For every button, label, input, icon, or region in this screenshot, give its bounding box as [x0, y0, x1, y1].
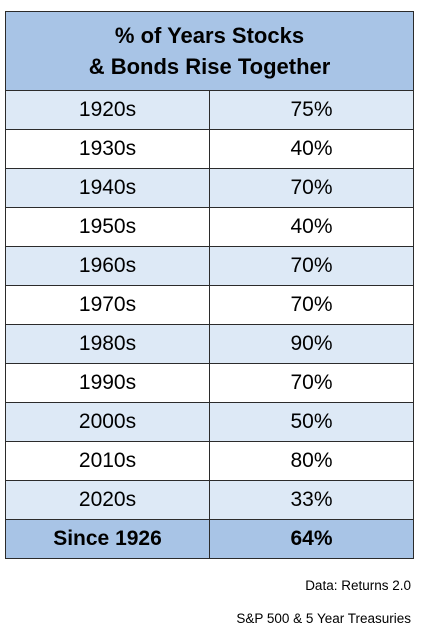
period-cell: 1950s — [5, 207, 210, 247]
stocks-bonds-table: % of Years Stocks & Bonds Rise Together … — [5, 11, 414, 559]
table-row: 1980s 90% — [5, 324, 414, 364]
value-cell: 33% — [209, 480, 414, 520]
value-cell: 70% — [209, 285, 414, 325]
period-cell: 1920s — [5, 90, 210, 130]
value-cell: 70% — [209, 168, 414, 208]
value-cell: 90% — [209, 324, 414, 364]
value-cell: 40% — [209, 129, 414, 169]
period-cell: 2000s — [5, 402, 210, 442]
period-cell: 2020s — [5, 480, 210, 520]
table-title-line-1: % of Years Stocks — [114, 23, 305, 48]
table-row: 2000s 50% — [5, 402, 414, 442]
table-row: 2010s 80% — [5, 441, 414, 481]
period-cell: 1940s — [5, 168, 210, 208]
table-row: 1920s 75% — [5, 90, 414, 130]
table-row: 1960s 70% — [5, 246, 414, 286]
summary-value-cell: 64% — [209, 519, 414, 559]
value-cell: 50% — [209, 402, 414, 442]
period-cell: 1930s — [5, 129, 210, 169]
value-cell: 75% — [209, 90, 414, 130]
source-note: Data: Returns 2.0 — [305, 578, 411, 593]
table-body: 1920s 75% 1930s 40% 1940s 70% 1950s 40% 1960s 70%… — [5, 90, 414, 520]
basis-note: S&P 500 & 5 Year Treasuries — [236, 611, 411, 626]
summary-row: Since 1926 64% — [5, 519, 414, 559]
table-row: 1990s 70% — [5, 363, 414, 403]
period-cell: 1960s — [5, 246, 210, 286]
period-cell: 1970s — [5, 285, 210, 325]
table-row: 2020s 33% — [5, 480, 414, 520]
value-cell: 80% — [209, 441, 414, 481]
table-title-line-2: & Bonds Rise Together — [88, 54, 331, 79]
table-row: 1970s 70% — [5, 285, 414, 325]
summary-period-cell: Since 1926 — [5, 519, 210, 559]
table-title: % of Years Stocks & Bonds Rise Together — [5, 11, 414, 91]
value-cell: 70% — [209, 363, 414, 403]
value-cell: 70% — [209, 246, 414, 286]
table-row: 1940s 70% — [5, 168, 414, 208]
period-cell: 1980s — [5, 324, 210, 364]
period-cell: 2010s — [5, 441, 210, 481]
table-row: 1930s 40% — [5, 129, 414, 169]
period-cell: 1990s — [5, 363, 210, 403]
table-row: 1950s 40% — [5, 207, 414, 247]
value-cell: 40% — [209, 207, 414, 247]
